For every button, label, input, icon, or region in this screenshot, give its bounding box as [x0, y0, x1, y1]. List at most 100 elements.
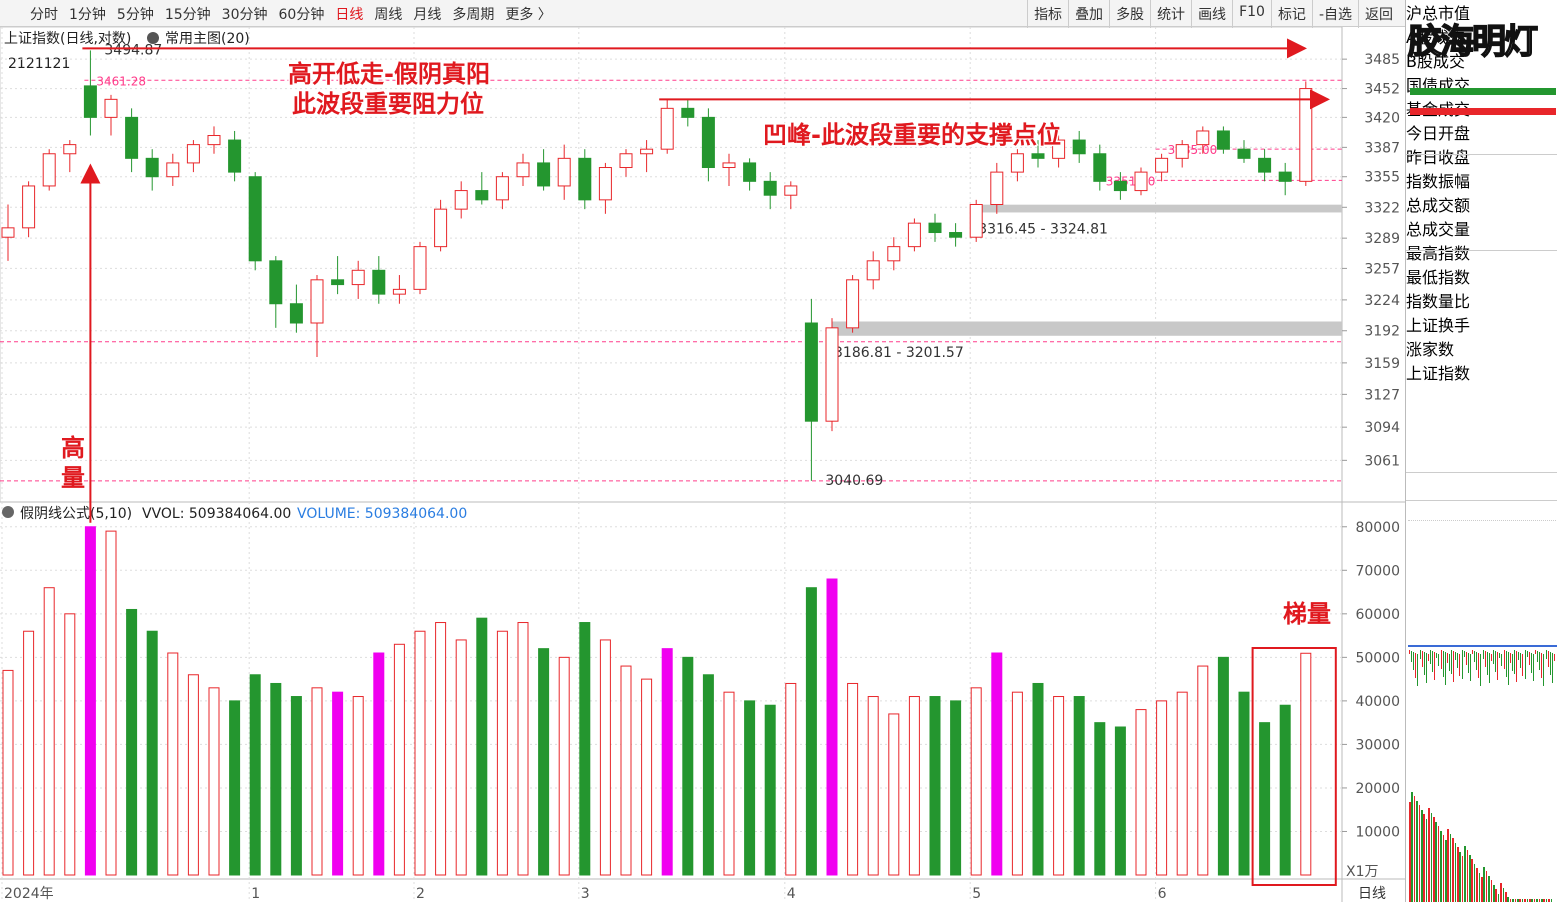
mini-tick [1516, 651, 1518, 682]
mini-vol [1459, 851, 1461, 902]
candle-body [969, 203, 983, 238]
volume-bar [1053, 696, 1065, 876]
tool-tab[interactable]: 多股 [1109, 0, 1150, 28]
period-tab[interactable]: 更多 〉 [505, 7, 552, 23]
tool-tab[interactable]: -自选 [1311, 0, 1358, 28]
mini-tick [1451, 650, 1452, 674]
volume-bar [105, 530, 117, 876]
mini-vol [1425, 818, 1428, 902]
annotation: 此波段重要阻力位 [292, 90, 484, 118]
side-label: 总成交额 [1406, 196, 1471, 215]
mini-vol [1507, 896, 1509, 902]
volume-bar [661, 648, 673, 876]
period-tab[interactable]: 月线 [413, 7, 442, 23]
volume-bar [1114, 726, 1126, 876]
mini-tick [1547, 651, 1549, 667]
annotation: 量 [61, 464, 85, 492]
candle-body [269, 260, 283, 305]
tool-tab[interactable]: 标记 [1270, 0, 1312, 28]
mini-tick [1440, 650, 1442, 669]
x-tick-label: 5 [972, 886, 981, 902]
mini-tick [1444, 652, 1446, 685]
y-tick-label: 3061 [1364, 453, 1400, 469]
mini-vol [1442, 835, 1445, 902]
period-tab[interactable]: 30分钟 [221, 7, 268, 23]
candle-body [228, 139, 242, 173]
mini-tick [1539, 652, 1541, 670]
volume-bar [311, 687, 323, 876]
mini-tick [1438, 654, 1440, 666]
mini-tick [1551, 653, 1553, 683]
candle-body [1216, 130, 1230, 150]
mini-tick [1514, 650, 1515, 674]
mini-tick [1518, 652, 1520, 660]
side-label: B股成交 [1406, 52, 1465, 71]
price-label: 3040.69 [825, 473, 883, 489]
tool-tab[interactable]: 返回 [1358, 0, 1399, 28]
side-label: 涨家数 [1406, 340, 1455, 359]
mini-tick [1528, 652, 1530, 665]
candle-body [1113, 180, 1127, 192]
volume-bar [2, 669, 14, 876]
tool-tab[interactable]: 叠加 [1068, 0, 1109, 28]
mini-vol [1473, 863, 1476, 902]
mini-vol [1543, 899, 1545, 902]
annotation: 梯量 [1283, 600, 1331, 628]
candle-body [289, 303, 303, 324]
volume-bar [1279, 704, 1291, 876]
period-tab[interactable]: 15分钟 [164, 7, 211, 23]
mini-vol [1478, 872, 1481, 902]
candle-body [1134, 171, 1148, 192]
period-tab[interactable]: 多周期 [452, 7, 495, 23]
volume-bar [455, 639, 467, 876]
period-tab[interactable]: 日线 [335, 7, 364, 23]
mini-vol [1452, 838, 1454, 902]
candle-body [63, 144, 77, 155]
volume-bar [187, 674, 199, 876]
candle-body [784, 185, 798, 196]
y-tick-label: 3485 [1364, 52, 1400, 68]
y-tick-label: 30000 [1355, 737, 1400, 753]
period-tab[interactable]: 60分钟 [278, 7, 325, 23]
tool-tab[interactable]: 统计 [1150, 0, 1191, 28]
period-tab[interactable]: 周线 [374, 7, 403, 23]
mini-tick [1432, 651, 1434, 672]
volume-label: VOLUME: 509384064.00 [297, 506, 467, 522]
mini-vol [1416, 800, 1418, 902]
mini-vol [1411, 791, 1413, 902]
mini-vol [1421, 809, 1423, 902]
candle-body [846, 279, 860, 329]
x-tick-label: 1 [251, 886, 260, 902]
mini-tick [1532, 654, 1534, 681]
mini-tick [1409, 650, 1410, 654]
mini-tick [1545, 650, 1547, 659]
side-sep [1406, 250, 1557, 251]
mini-tick [1509, 653, 1511, 663]
mini-tick [1472, 650, 1473, 654]
mini-vol [1490, 880, 1493, 902]
level-label: 3461.28 [96, 74, 146, 88]
volume-bar [23, 630, 35, 876]
mini-tick [1446, 653, 1448, 663]
tool-tab[interactable]: F10 [1232, 0, 1271, 28]
volume-bar [764, 704, 776, 876]
volume-bar [950, 700, 962, 876]
tool-tab[interactable]: 画线 [1191, 0, 1232, 28]
mini-tick [1480, 654, 1482, 686]
tool-tab[interactable]: 指标 [1027, 0, 1068, 28]
volume-bar [929, 696, 941, 876]
mini-vol [1529, 899, 1531, 902]
y-tick-label: 70000 [1355, 563, 1400, 579]
mini-vol [1545, 899, 1548, 902]
mini-tick [1413, 652, 1415, 670]
mini-tick [1465, 652, 1467, 665]
period-tab[interactable]: 1分钟 [69, 7, 106, 23]
mini-tick [1499, 653, 1501, 658]
candle-body [578, 157, 592, 201]
period-tab[interactable]: 分时 [30, 7, 58, 23]
mini-tick [1537, 651, 1539, 662]
volume-bar [126, 608, 138, 876]
price-label: 3494.87 [104, 42, 162, 58]
period-tab[interactable]: 5分钟 [116, 7, 154, 23]
